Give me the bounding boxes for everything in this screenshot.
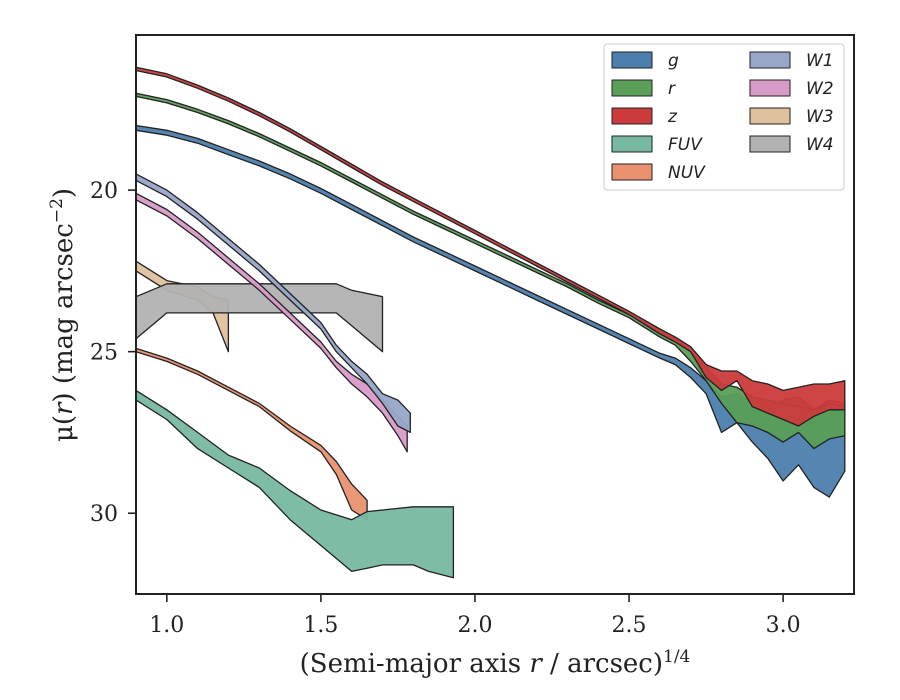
legend-swatch-nuv	[611, 163, 653, 181]
legend-swatch-fuv	[611, 135, 653, 153]
y-axis: 20 25 30	[90, 179, 136, 527]
legend-swatch-w2	[749, 79, 791, 97]
series-band-z	[135, 66, 846, 427]
y-tick-label: 20	[90, 179, 118, 204]
x-tick-label: 2.5	[612, 613, 647, 638]
legend-swatch-w1	[749, 51, 791, 69]
plot-frame	[135, 34, 855, 595]
legend-label-nuv: NUV	[668, 163, 706, 183]
x-tick-label: 1.5	[303, 613, 338, 638]
legend-swatch-z	[611, 107, 653, 125]
series-band-w2	[135, 192, 408, 453]
legend-swatch-w4	[749, 135, 791, 153]
series-band-w1	[135, 173, 411, 434]
legend-label-fuv: FUV	[668, 135, 703, 155]
legend-label-w4: W4	[806, 135, 834, 155]
y-axis-label: μ(r) (mag arcsec−2)	[47, 188, 79, 442]
legend-swatch-r	[611, 79, 653, 97]
legend-label-z: z	[667, 107, 678, 127]
x-axis-label: (Semi-major axis r / arcsec)1/4	[300, 647, 691, 679]
legend-swatch-w3	[749, 107, 791, 125]
legend-label-w1: W1	[806, 51, 834, 71]
legend-label-w2: W2	[806, 79, 834, 99]
series-band-fuv	[135, 389, 455, 579]
series-group	[135, 66, 846, 579]
legend-label-r: r	[668, 79, 676, 99]
y-tick-label: 25	[90, 341, 118, 366]
x-tick-label: 1.0	[149, 613, 184, 638]
legend-label-g: g	[668, 51, 679, 71]
x-axis: 1.0 1.5 2.0 2.5 3.0	[149, 594, 801, 638]
series-band-g	[135, 124, 846, 498]
x-tick-label: 2.0	[457, 613, 492, 638]
legend: grz FUV NUV W1 W2 W3 W4	[603, 43, 845, 191]
legend-label-w3: W3	[806, 107, 834, 127]
x-tick-label: 3.0	[766, 613, 801, 638]
legend-swatch-g	[611, 51, 653, 69]
series-band-nuv	[135, 347, 368, 521]
y-tick-label: 30	[90, 502, 118, 527]
series-band-w4	[135, 283, 384, 353]
